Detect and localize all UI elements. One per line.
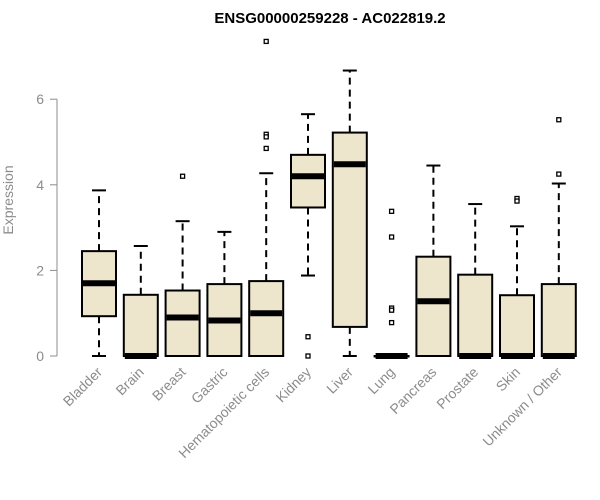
outlier-point <box>263 134 269 140</box>
outlier-point <box>388 208 395 214</box>
box-iqr <box>415 255 452 358</box>
box-group <box>331 69 368 357</box>
y-tick-label: 0 <box>36 348 44 364</box>
box-group <box>290 113 326 359</box>
box-iqr <box>164 289 201 357</box>
x-tick-label: Prostate <box>433 364 481 412</box>
x-tick-label: Lung <box>364 364 397 397</box>
outlier-point <box>305 334 311 340</box>
outlier-point <box>388 307 395 313</box>
x-tick-label: Brain <box>112 364 146 398</box>
outlier-point <box>388 319 395 326</box>
box-iqr <box>290 153 326 209</box>
box-iqr <box>248 280 285 358</box>
x-tick-label: Bladder <box>60 364 106 410</box>
y-tick-label: 4 <box>36 177 44 193</box>
box-group <box>415 164 452 358</box>
box-group <box>373 208 410 359</box>
axes: 0 2 4 6 <box>36 91 58 364</box>
x-tick-label: Kidney <box>273 364 315 406</box>
box-group <box>457 203 494 359</box>
x-tick-label: Liver <box>323 364 356 397</box>
outlier-point <box>263 145 269 152</box>
x-tick-label: Unknown / Other <box>479 364 565 450</box>
y-tick-label: 2 <box>36 262 44 278</box>
x-tick-label: Breast <box>149 364 189 404</box>
chart-title: ENSG00000259228 - AC022819.2 <box>214 10 445 27</box>
outlier-point <box>179 173 186 179</box>
box-group <box>206 230 243 358</box>
y-axis-label: Expression <box>0 165 16 234</box>
box-iqr <box>499 294 535 357</box>
box-iqr <box>540 283 577 358</box>
box-iqr <box>457 273 494 357</box>
box-group <box>248 38 285 358</box>
outlier-point <box>556 117 562 123</box>
outlier-point <box>556 171 562 177</box>
outlier-point <box>263 38 269 45</box>
box-group <box>540 117 577 359</box>
x-tick-label: Skin <box>493 364 524 395</box>
y-tick-label: 6 <box>36 91 44 107</box>
box-group <box>81 189 117 357</box>
box-group <box>122 245 159 359</box>
box-group <box>164 173 201 357</box>
outlier-point <box>514 198 520 204</box>
box-group <box>499 195 535 359</box>
box-iqr <box>122 293 159 357</box>
outlier-point <box>305 353 311 359</box>
boxes <box>81 38 577 359</box>
outlier-point <box>388 234 395 240</box>
